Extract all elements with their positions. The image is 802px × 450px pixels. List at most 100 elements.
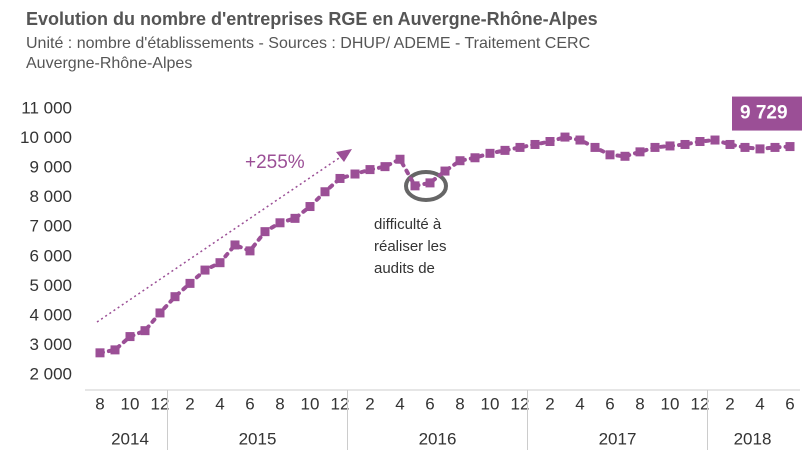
year-label: 2016 xyxy=(419,429,457,448)
x-tick-label: 4 xyxy=(575,394,584,413)
data-point xyxy=(530,139,540,149)
x-tick-label: 4 xyxy=(755,394,764,413)
data-point xyxy=(380,162,390,172)
data-point xyxy=(740,142,750,152)
highlight-circle xyxy=(404,170,448,202)
data-point xyxy=(365,165,375,175)
data-point xyxy=(725,139,735,149)
data-point xyxy=(200,265,210,275)
y-tick-label: 7 000 xyxy=(29,217,72,236)
data-point xyxy=(155,308,165,318)
y-tick-label: 2 000 xyxy=(29,364,72,383)
data-point xyxy=(605,150,615,160)
data-point xyxy=(440,166,450,176)
note: audits de xyxy=(374,260,435,277)
arrow-head xyxy=(336,149,352,162)
data-point xyxy=(215,258,225,268)
data-point xyxy=(770,142,780,152)
data-point xyxy=(140,326,150,336)
note: réaliser les xyxy=(374,238,447,255)
subtitle: Auvergne-Rhône-Alpes xyxy=(26,55,192,72)
data-point xyxy=(650,142,660,152)
data-point xyxy=(590,142,600,152)
data-point xyxy=(575,135,585,145)
chart-title: Evolution du nombre d'entreprises RGE en… xyxy=(26,9,598,29)
data-point xyxy=(305,202,315,212)
year-label: 2018 xyxy=(734,429,772,448)
data-point xyxy=(545,137,555,147)
year-label: 2017 xyxy=(599,429,637,448)
x-tick-label: 12 xyxy=(151,394,170,413)
x-tick-label: 6 xyxy=(425,394,434,413)
x-tick-label: 8 xyxy=(455,394,464,413)
data-point xyxy=(785,142,795,152)
y-tick-label: 10 000 xyxy=(20,128,72,147)
x-tick-label: 8 xyxy=(635,394,644,413)
data-point xyxy=(395,154,405,164)
y-tick-label: 8 000 xyxy=(29,187,72,206)
data-point xyxy=(110,345,120,355)
x-tick-label: 10 xyxy=(661,394,680,413)
y-tick-label: 5 000 xyxy=(29,276,72,295)
x-tick-label: 2 xyxy=(725,394,734,413)
x-tick-label: 12 xyxy=(511,394,530,413)
x-tick-label: 12 xyxy=(331,394,350,413)
x-tick-label: 10 xyxy=(121,394,140,413)
data-point xyxy=(410,181,420,191)
data-point xyxy=(485,148,495,158)
growth-annotation: +255% xyxy=(245,152,305,173)
x-tick-label: 6 xyxy=(785,394,794,413)
y-tick-label: 9 000 xyxy=(29,158,72,177)
data-point xyxy=(560,132,570,142)
x-tick-label: 8 xyxy=(95,394,104,413)
data-point xyxy=(230,240,240,250)
x-tick-label: 2 xyxy=(545,394,554,413)
data-point xyxy=(710,135,720,145)
value-label-text: 9 729 xyxy=(740,103,788,124)
data-point xyxy=(425,178,435,188)
value-label: 9 729 xyxy=(732,96,802,131)
data-point xyxy=(350,169,360,179)
data-point xyxy=(635,147,645,157)
data-point xyxy=(500,145,510,155)
y-tick-label: 6 000 xyxy=(29,246,72,265)
note: difficulté à xyxy=(374,216,442,233)
x-tick-label: 4 xyxy=(395,394,404,413)
subtitle: Unité : nombre d'établissements - Source… xyxy=(26,35,590,52)
data-point xyxy=(275,218,285,228)
data-point xyxy=(125,332,135,342)
y-tick-label: 4 000 xyxy=(29,305,72,324)
data-point xyxy=(620,151,630,161)
data-point xyxy=(245,246,255,256)
x-tick-label: 6 xyxy=(605,394,614,413)
x-tick-label: 10 xyxy=(481,394,500,413)
data-point xyxy=(260,227,270,237)
data-point xyxy=(320,187,330,197)
data-point xyxy=(680,139,690,149)
data-point xyxy=(515,142,525,152)
data-point xyxy=(470,153,480,163)
year-label: 2015 xyxy=(239,429,277,448)
data-line xyxy=(98,135,792,355)
data-point xyxy=(185,278,195,288)
data-point xyxy=(335,173,345,183)
x-tick-label: 6 xyxy=(245,394,254,413)
value-label-box xyxy=(732,96,802,131)
data-point xyxy=(95,348,105,358)
x-tick-label: 2 xyxy=(365,394,374,413)
data-point xyxy=(290,213,300,223)
x-tick-label: 8 xyxy=(275,394,284,413)
data-point xyxy=(170,292,180,302)
x-tick-label: 2 xyxy=(185,394,194,413)
y-tick-label: 3 000 xyxy=(29,335,72,354)
data-point xyxy=(695,137,705,147)
data-point xyxy=(755,144,765,154)
y-tick-label: 11 000 xyxy=(21,98,72,117)
x-tick-label: 4 xyxy=(215,394,224,413)
x-tick-label: 12 xyxy=(691,394,710,413)
data-point xyxy=(455,156,465,166)
growth-arrow xyxy=(96,153,346,323)
x-tick-label: 10 xyxy=(301,394,320,413)
data-point xyxy=(665,141,675,151)
